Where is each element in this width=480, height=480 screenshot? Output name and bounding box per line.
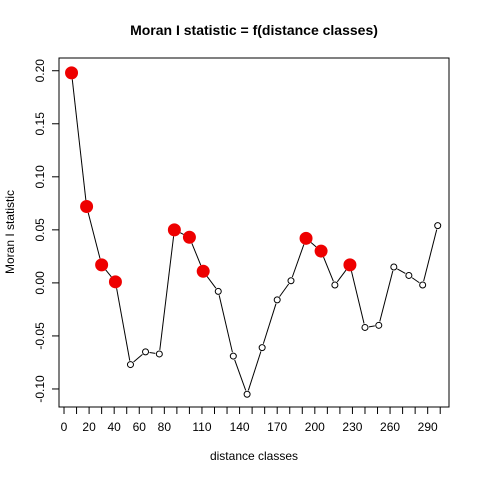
- series-line-segment: [234, 359, 247, 391]
- y-tick-label: -0.05: [33, 322, 47, 350]
- significant-point: [196, 264, 210, 278]
- series-line-segment: [397, 268, 406, 274]
- nonsignificant-point: [258, 344, 266, 352]
- series-line-segment: [262, 303, 277, 344]
- nonsignificant-point: [273, 296, 281, 304]
- nonsignificant-point: [361, 323, 369, 331]
- significant-point: [65, 66, 79, 80]
- nonsignificant-point: [287, 277, 295, 285]
- series-line-segment: [336, 269, 347, 283]
- y-tick-label: 0.20: [33, 59, 47, 83]
- nonsignificant-point: [243, 390, 251, 398]
- x-axis-label: distance classes: [210, 449, 298, 463]
- series-line-segment: [87, 212, 101, 259]
- series-line-segment: [159, 236, 175, 351]
- significant-point: [314, 244, 328, 258]
- x-tick-label: 170: [267, 420, 287, 434]
- nonsignificant-point: [331, 281, 339, 289]
- series-line-segment: [291, 244, 305, 278]
- nonsignificant-point: [434, 222, 442, 230]
- series-line-segment: [191, 243, 202, 266]
- significant-point: [108, 275, 122, 289]
- nonsignificant-point: [126, 361, 134, 369]
- nonsignificant-point: [229, 352, 237, 360]
- series-line-segment: [105, 269, 112, 278]
- y-tick-label: 0.05: [33, 218, 47, 242]
- series-line-segment: [423, 229, 438, 282]
- y-tick-label: 0.10: [33, 165, 47, 189]
- series-line-segment: [71, 79, 87, 201]
- nonsignificant-point: [405, 271, 413, 279]
- series-line-segment: [218, 295, 233, 353]
- series-line-segment: [279, 283, 290, 297]
- nonsignificant-point: [155, 350, 163, 358]
- nonsignificant-point: [375, 321, 383, 329]
- x-tick-label: 20: [82, 420, 96, 434]
- x-tick-label: 40: [107, 420, 121, 434]
- x-tick-label: 260: [380, 420, 400, 434]
- significant-point: [343, 258, 357, 272]
- y-tick-label: 0.00: [33, 271, 47, 295]
- significant-point: [95, 258, 109, 272]
- series-line-segment: [411, 277, 420, 284]
- significant-point: [299, 231, 313, 245]
- significant-point: [80, 200, 94, 214]
- series-line-segment: [368, 325, 375, 328]
- series-line-segment: [379, 270, 394, 322]
- series-line-segment: [133, 354, 143, 363]
- y-axis-label: Moran I statistic: [3, 190, 17, 274]
- series-line-segment: [206, 276, 217, 289]
- y-axis: -0.10 -0.05 0.00 0.05 0.10 0.15 0.20: [33, 59, 59, 403]
- x-tick-label: 200: [305, 420, 325, 434]
- series-line-segment: [149, 351, 156, 354]
- nonsignificant-point: [142, 348, 150, 356]
- nonsignificant-point: [419, 281, 427, 289]
- series-line-segment: [179, 232, 184, 235]
- series-line-segment: [310, 242, 317, 248]
- x-tick-label: 0: [61, 420, 68, 434]
- x-tick-label: 110: [192, 420, 211, 434]
- x-tick-label: 140: [230, 420, 250, 434]
- data-points: [65, 66, 442, 398]
- series-line-segment: [247, 351, 262, 391]
- series-line-segment: [350, 271, 365, 324]
- significant-point: [182, 230, 196, 244]
- chart-title: Moran I statistic = f(distance classes): [130, 22, 378, 38]
- series-line: [71, 79, 438, 391]
- series-line-segment: [323, 256, 334, 282]
- series-line-segment: [116, 288, 131, 361]
- x-tick-label: 290: [418, 420, 438, 434]
- y-tick-label: 0.15: [33, 112, 47, 136]
- significant-point: [167, 223, 181, 237]
- x-tick-label: 60: [133, 420, 147, 434]
- y-tick-label: -0.10: [33, 375, 47, 403]
- x-tick-label: 230: [342, 420, 362, 434]
- plot-frame: [58, 57, 450, 408]
- x-axis: 0 20 40 60 80 110 140 170 200 230 260 290: [61, 407, 441, 434]
- nonsignificant-point: [390, 263, 398, 271]
- nonsignificant-point: [214, 287, 222, 295]
- x-tick-label: 80: [158, 420, 172, 434]
